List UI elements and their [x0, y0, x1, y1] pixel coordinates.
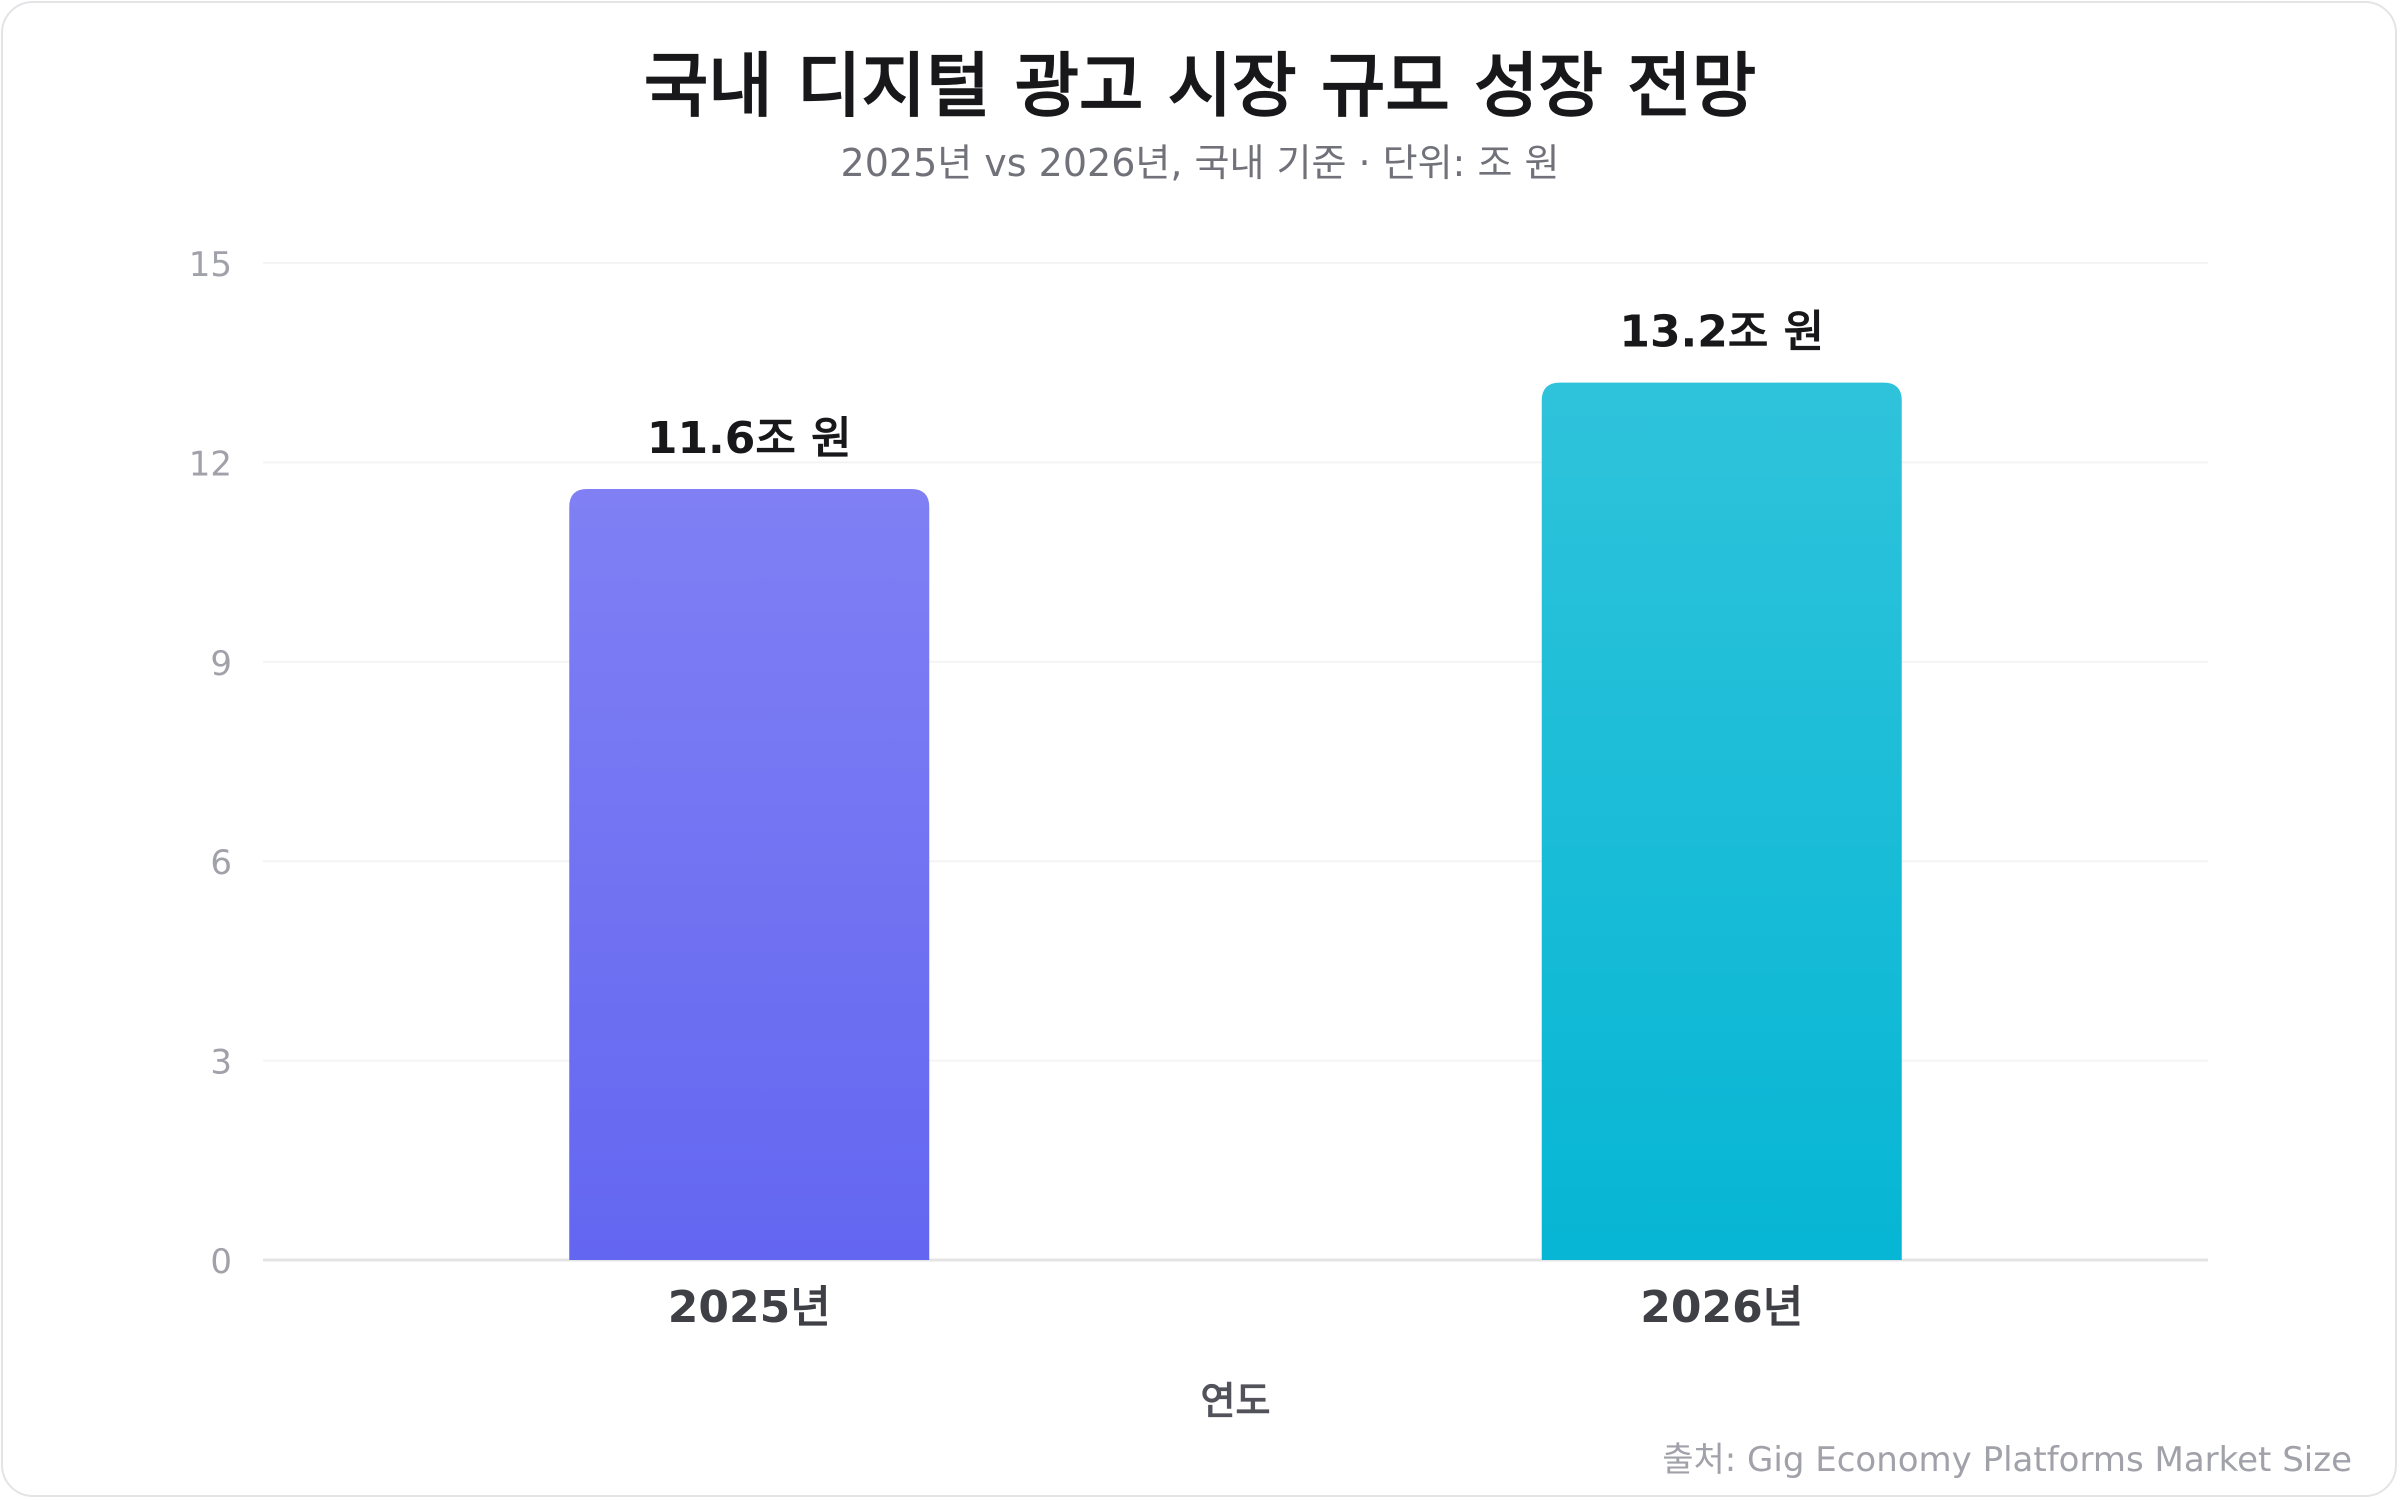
chart-title: 국내 디지털 광고 시장 규모 성장 전망 — [643, 45, 1757, 127]
y-tick-label: 12 — [189, 444, 232, 484]
y-tick-label: 9 — [210, 644, 232, 684]
y-tick-label: 3 — [210, 1043, 232, 1083]
x-tick-label: 2025년 — [668, 1282, 831, 1333]
bar-2025년 — [569, 488, 930, 1260]
bar-2026년 — [1541, 382, 1902, 1260]
x-axis-title: 연도 — [1201, 1379, 1271, 1423]
y-tick-label: 6 — [210, 843, 232, 883]
source-note: 출처: Gig Economy Platforms Market Size — [1662, 1440, 2352, 1480]
y-tick-label: 0 — [210, 1242, 232, 1282]
y-tick-label: 15 — [189, 245, 232, 285]
chart-subtitle: 2025년 vs 2026년, 국내 기준 · 단위: 조 원 — [840, 141, 1560, 185]
data-label: 13.2조 원 — [1619, 307, 1824, 358]
data-label: 11.6조 원 — [647, 413, 852, 464]
x-tick-label: 2026년 — [1640, 1282, 1803, 1333]
